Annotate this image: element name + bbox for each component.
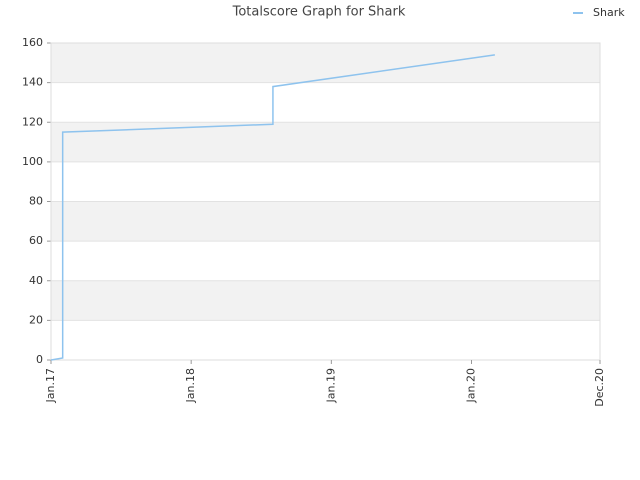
band	[51, 280, 600, 321]
legend-label: Shark	[593, 6, 625, 19]
chart-title: Totalscore Graph for Shark	[232, 5, 406, 20]
y-tick-label: 60	[29, 234, 43, 247]
y-tick-label: 160	[22, 36, 43, 49]
y-tick-label: 80	[29, 195, 43, 208]
x-tick-label: Jan.17	[44, 368, 57, 403]
y-tick-label: 20	[29, 313, 43, 326]
band	[51, 201, 600, 242]
x-tick-label: Jan.18	[184, 368, 197, 403]
band	[51, 122, 600, 162]
x-tick-label: Jan.19	[324, 368, 337, 403]
x-tick-label: Jan.20	[465, 368, 478, 403]
band	[51, 43, 600, 83]
plot-frame	[50, 42, 601, 361]
y-tick-label: 140	[22, 76, 43, 89]
x-tick-label: Dec.20	[593, 368, 606, 407]
y-tick-label: 120	[22, 115, 43, 128]
y-tick-label: 40	[29, 274, 43, 287]
y-tick-label: 0	[36, 353, 43, 366]
line-series	[50, 54, 495, 361]
y-tick-label: 100	[22, 155, 43, 168]
